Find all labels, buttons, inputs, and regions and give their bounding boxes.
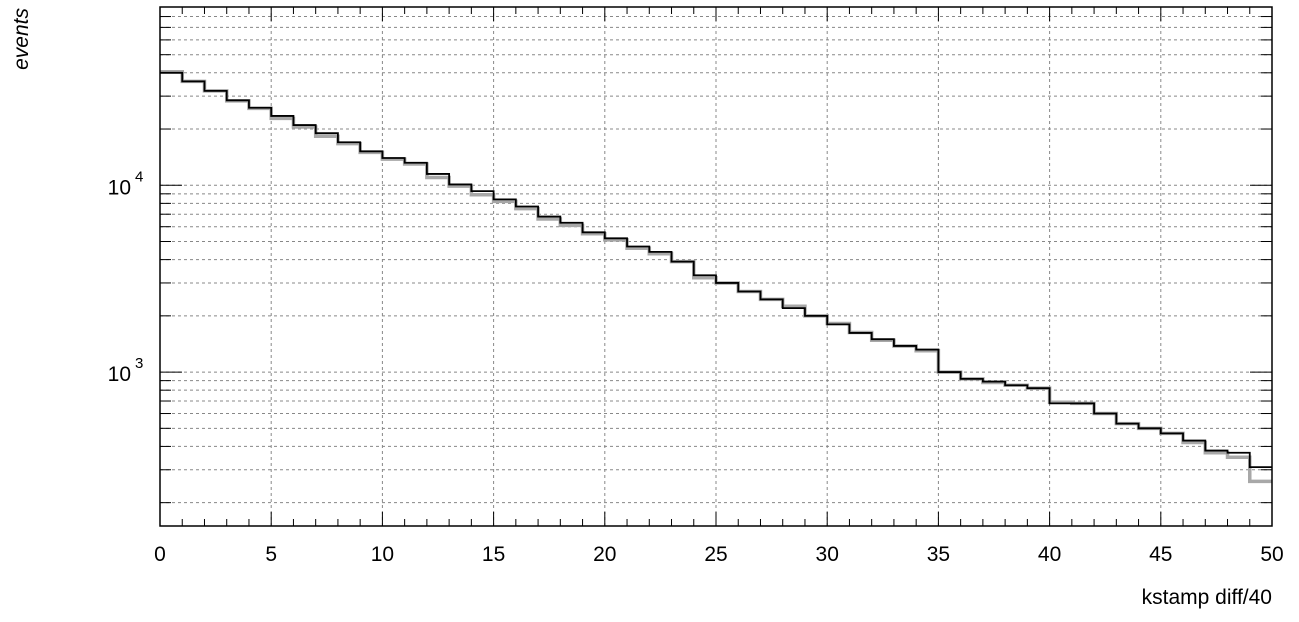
x-tick-label: 10 bbox=[371, 543, 394, 566]
x-tick-label: 0 bbox=[154, 543, 166, 566]
y-tick-label-base: 10 bbox=[108, 363, 131, 386]
plot-frame bbox=[159, 6, 1273, 527]
histogram-series-2 bbox=[160, 71, 1272, 468]
axes bbox=[159, 6, 1273, 526]
x-tick-label: 30 bbox=[816, 543, 839, 566]
x-axis-title: kstamp diff/40 bbox=[1142, 586, 1272, 609]
x-tick-label: 45 bbox=[1149, 543, 1172, 566]
grid bbox=[160, 6, 1272, 526]
x-tick-label: 50 bbox=[1260, 543, 1283, 566]
x-tick-label: 35 bbox=[927, 543, 950, 566]
series-layer bbox=[160, 70, 1272, 484]
x-tick-label: 15 bbox=[482, 543, 505, 566]
y-tick-label-base: 10 bbox=[108, 176, 131, 199]
x-tick-label: 25 bbox=[704, 543, 727, 566]
y-axis-title: events bbox=[10, 8, 33, 70]
x-tick-label: 5 bbox=[265, 543, 277, 566]
x-tick-label: 40 bbox=[1038, 543, 1061, 566]
y-tick-label-exponent: 4 bbox=[135, 168, 143, 185]
y-tick-label-exponent: 3 bbox=[135, 355, 143, 372]
x-tick-label: 20 bbox=[593, 543, 616, 566]
